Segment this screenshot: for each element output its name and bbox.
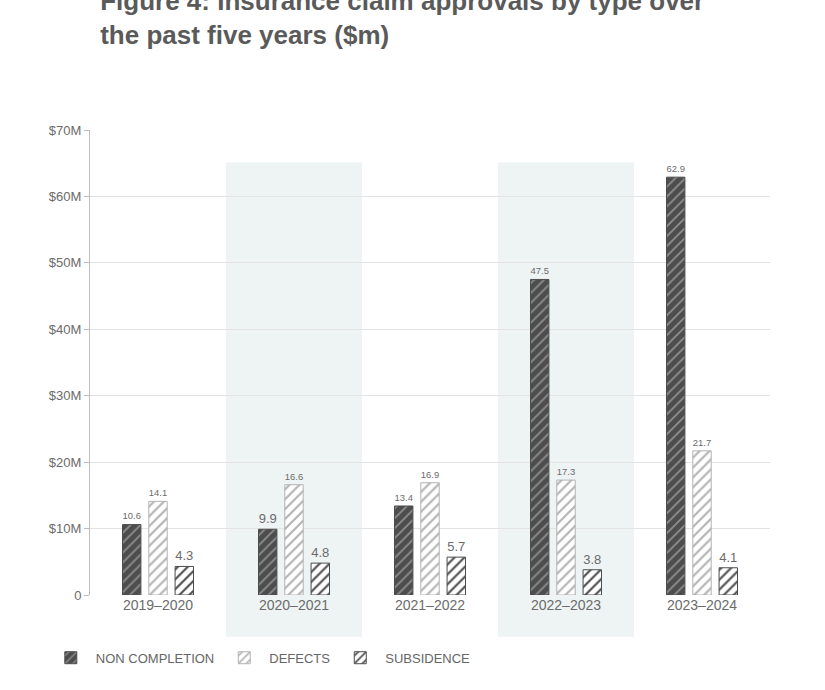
svg-text:2019–2020: 2019–2020 [123,597,193,613]
svg-text:2020–2021: 2020–2021 [259,597,329,613]
svg-text:$70M: $70M [49,123,82,138]
svg-text:17.3: 17.3 [557,466,575,477]
svg-text:14.1: 14.1 [149,487,167,498]
svg-text:$50M: $50M [49,255,82,270]
svg-text:SUBSIDENCE: SUBSIDENCE [385,651,470,666]
svg-text:2021–2022: 2021–2022 [395,597,465,613]
svg-text:21.7: 21.7 [693,437,711,448]
svg-text:4.1: 4.1 [719,550,737,565]
svg-text:2023–2024: 2023–2024 [667,597,737,613]
svg-text:9.9: 9.9 [259,511,277,526]
svg-text:16.6: 16.6 [285,471,303,482]
svg-text:4.8: 4.8 [311,545,329,560]
svg-text:DEFECTS: DEFECTS [269,651,330,666]
svg-text:62.9: 62.9 [667,163,685,174]
svg-text:$40M: $40M [49,322,82,337]
svg-text:$20M: $20M [49,455,82,470]
svg-text:13.4: 13.4 [395,492,413,503]
svg-text:16.9: 16.9 [421,469,439,480]
svg-text:$30M: $30M [49,388,82,403]
svg-text:47.5: 47.5 [531,265,549,276]
svg-text:Figure 4: Insurance claim appr: Figure 4: Insurance claim approvals by t… [100,0,704,50]
svg-text:10.6: 10.6 [123,510,141,521]
svg-text:$60M: $60M [49,189,82,204]
svg-text:2022–2023: 2022–2023 [531,597,601,613]
svg-text:4.3: 4.3 [175,548,193,563]
svg-text:$10M: $10M [49,521,82,536]
svg-text:0: 0 [74,588,81,603]
svg-text:NON COMPLETION: NON COMPLETION [96,651,214,666]
svg-text:3.8: 3.8 [583,552,601,567]
svg-text:5.7: 5.7 [447,539,465,554]
